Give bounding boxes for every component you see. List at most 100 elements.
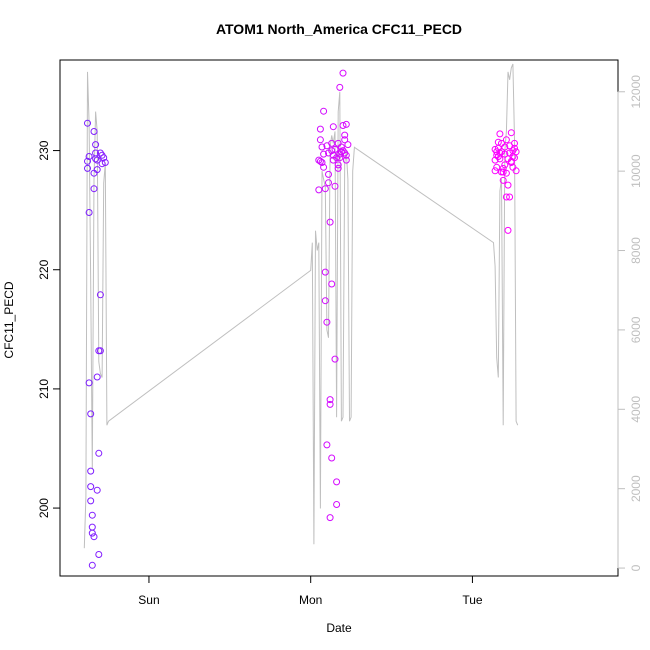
data-point — [334, 161, 342, 169]
data-point — [501, 143, 509, 151]
data-point — [92, 149, 100, 157]
data-point — [95, 449, 103, 457]
series-line — [83, 63, 519, 549]
data-point — [85, 153, 93, 160]
data-point — [321, 185, 329, 193]
data-point — [93, 166, 101, 174]
data-point — [499, 164, 507, 172]
data-point — [326, 218, 334, 226]
data-point — [323, 441, 331, 449]
data-point — [511, 144, 518, 152]
x-axis-label: Date — [326, 621, 352, 635]
y-axis-label: CFC11_PECD — [2, 281, 16, 358]
data-point — [90, 128, 98, 135]
data-point — [331, 182, 339, 190]
data-point — [511, 139, 518, 147]
data-point — [504, 226, 512, 234]
data-point-layer — [84, 69, 520, 569]
data-point — [341, 131, 349, 139]
data-point — [90, 185, 98, 193]
data-point — [331, 355, 339, 363]
data-point — [100, 154, 108, 162]
y2-tick-label: 2000 — [629, 475, 643, 502]
data-point — [90, 533, 98, 541]
data-point — [88, 561, 96, 569]
data-point — [494, 138, 502, 146]
secondary-y-axis: 0 2000 4000 6000 8000 10000 12000 — [617, 75, 643, 571]
data-point — [502, 169, 510, 177]
data-point — [84, 119, 91, 127]
data-point — [87, 410, 95, 418]
data-point — [87, 467, 95, 475]
data-point — [499, 176, 507, 184]
data-point — [320, 163, 328, 171]
data-point — [491, 167, 499, 175]
y-tick-label: 200 — [37, 498, 51, 518]
data-point — [88, 523, 96, 531]
data-point — [326, 400, 334, 408]
data-point — [499, 168, 507, 176]
data-point — [496, 130, 504, 138]
data-point — [496, 155, 504, 163]
data-point — [333, 478, 341, 486]
data-point — [493, 148, 501, 156]
data-point — [96, 347, 104, 355]
data-point — [88, 511, 96, 519]
data-point — [336, 83, 344, 91]
data-point — [87, 483, 95, 491]
x-axis: Sun Mon Tue — [138, 575, 483, 607]
data-point — [96, 291, 104, 299]
y-tick-label: 210 — [37, 379, 51, 399]
y2-tick-label: 12000 — [629, 75, 643, 109]
data-point — [88, 529, 96, 537]
data-point — [321, 297, 329, 305]
data-point — [501, 150, 509, 158]
x-tick-label: Mon — [299, 593, 322, 607]
data-point — [325, 170, 332, 178]
data-point — [329, 123, 337, 131]
data-point — [328, 147, 336, 155]
data-point — [342, 151, 350, 159]
data-point — [502, 193, 510, 201]
data-point — [326, 514, 334, 522]
data-point — [84, 157, 91, 165]
data-point — [337, 143, 345, 151]
x-tick-label: Tue — [462, 593, 483, 607]
data-point — [333, 501, 341, 508]
x-tick-label: Sun — [138, 593, 159, 607]
data-point — [320, 150, 328, 158]
plot-area-frame — [59, 59, 619, 577]
y2-tick-label: 6000 — [629, 316, 643, 343]
data-point — [326, 396, 334, 404]
data-point — [506, 193, 514, 201]
data-point — [342, 120, 350, 128]
y2-tick-label: 8000 — [629, 237, 643, 264]
data-point — [512, 167, 520, 175]
data-point — [325, 179, 332, 187]
data-point — [92, 141, 100, 149]
data-point — [342, 156, 350, 164]
data-point — [331, 145, 339, 153]
secondary-line-layer — [83, 63, 519, 549]
data-point — [316, 136, 324, 144]
data-point — [502, 136, 510, 144]
data-point — [85, 379, 93, 387]
data-point — [93, 486, 101, 494]
data-point — [328, 280, 336, 288]
y-tick-label: 230 — [37, 140, 51, 160]
data-point — [344, 141, 352, 149]
data-point — [95, 551, 103, 558]
data-point — [339, 69, 347, 77]
data-point — [87, 497, 95, 505]
data-point — [84, 164, 91, 172]
data-point — [341, 136, 349, 144]
data-point — [501, 161, 509, 169]
data-point — [316, 157, 324, 165]
data-point — [337, 148, 345, 156]
data-point — [318, 143, 326, 151]
data-point — [504, 181, 512, 189]
data-point — [493, 163, 501, 171]
data-point — [328, 454, 336, 462]
y2-tick-label: 4000 — [629, 396, 643, 423]
